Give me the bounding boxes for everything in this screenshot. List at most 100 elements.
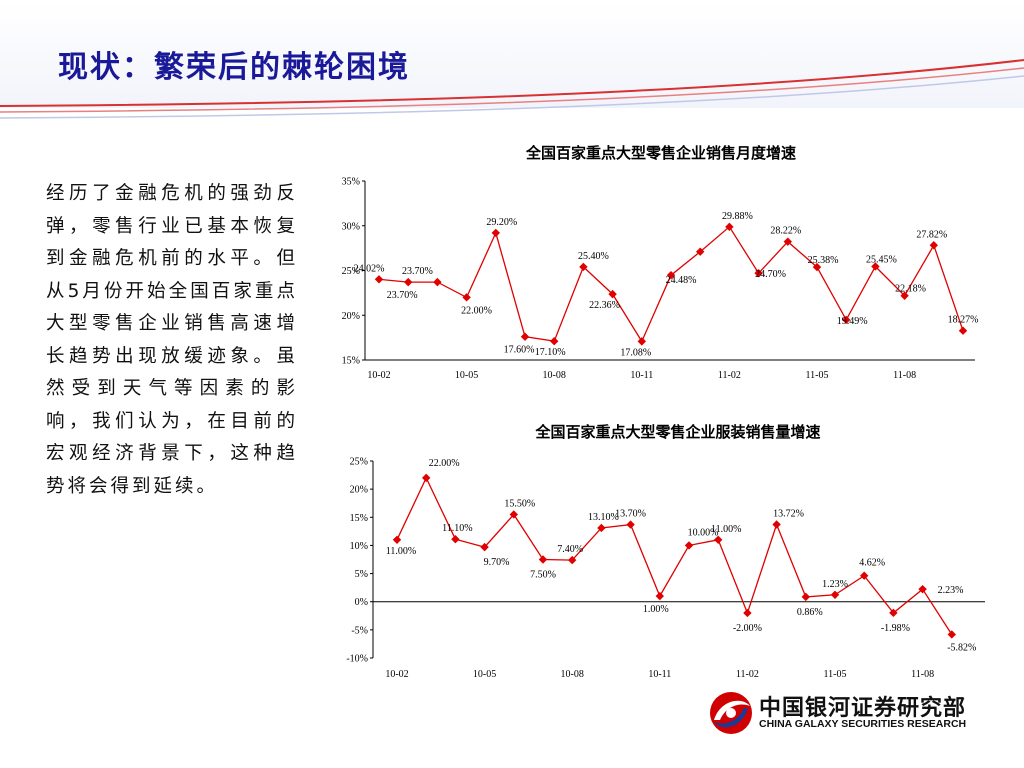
data-label: 11.00% <box>386 546 416 557</box>
x-tick-label: 11-08 <box>911 669 934 680</box>
data-label: 10.00% <box>688 527 719 538</box>
data-label: 18.27% <box>948 315 979 326</box>
data-label: 24.48% <box>666 275 697 286</box>
x-tick-label: 10-05 <box>455 370 478 381</box>
data-label: 13.72% <box>773 508 804 519</box>
data-point <box>871 262 880 271</box>
data-label: 27.82% <box>916 229 947 240</box>
chart-2: 全国百家重点大型零售企业服装销售量增速 -10% -5% 0% 5% 10% 15% 20% 2… <box>346 423 985 680</box>
data-point <box>374 275 384 284</box>
data-label: 22.18% <box>895 284 926 295</box>
data-label: 17.08% <box>620 347 651 358</box>
data-point <box>550 337 559 346</box>
data-point <box>480 542 489 552</box>
data-point <box>801 592 810 602</box>
data-label: 11.10% <box>442 523 472 534</box>
x-tick-label: 10-11 <box>630 370 653 381</box>
data-point <box>626 520 635 529</box>
y-tick-label: 15% <box>350 513 368 524</box>
data-point <box>842 315 851 325</box>
y-tick-label: 10% <box>350 541 368 552</box>
data-label: 22.00% <box>429 458 460 469</box>
data-point <box>568 555 577 565</box>
data-label: 28.22% <box>770 226 801 237</box>
y-tick-label: -10% <box>346 654 368 665</box>
series-line <box>396 476 953 635</box>
data-label: 24.02% <box>354 263 385 274</box>
data-label: 29.20% <box>486 217 517 228</box>
logo-name-en: CHINA GALAXY SECURITIES RESEARCH <box>759 718 967 730</box>
data-point <box>900 291 909 300</box>
data-label: 25.45% <box>866 254 897 265</box>
data-point <box>812 262 822 272</box>
x-tick-label: 11-05 <box>806 370 829 381</box>
data-point <box>538 555 548 564</box>
y-tick-label: 15% <box>342 356 360 367</box>
data-label: -5.82% <box>947 642 976 653</box>
data-label: 0.86% <box>797 607 823 618</box>
x-tick-label: 11-08 <box>893 370 916 381</box>
chart-2-title: 全国百家重点大型零售企业服装销售量增速 <box>534 423 820 441</box>
y-tick-label: 0% <box>355 597 368 608</box>
data-label: -2.00% <box>733 623 762 634</box>
data-label: 25.38% <box>808 255 839 266</box>
data-point <box>714 535 723 544</box>
data-point <box>889 608 898 618</box>
data-label: 7.50% <box>530 570 556 581</box>
data-label: 22.36% <box>589 300 620 311</box>
x-tick-label: 10-11 <box>648 669 671 680</box>
data-point <box>783 237 792 246</box>
data-label: -1.98% <box>881 623 910 634</box>
data-point <box>696 247 705 256</box>
data-label: 9.70% <box>484 557 510 568</box>
data-label: 2.23% <box>938 585 964 596</box>
data-point <box>947 630 956 639</box>
data-point <box>754 268 763 278</box>
data-label: 23.70% <box>402 266 433 277</box>
data-point <box>918 584 927 594</box>
chart-1: 全国百家重点大型零售企业销售月度增速 15% 20% 25% 30% 35% 10-02 10… <box>342 144 979 381</box>
x-tick-label: 10-08 <box>561 669 584 680</box>
y-tick-label: 25% <box>342 266 360 277</box>
slide-header: 现状：繁荣后的棘轮困境 <box>0 0 1024 119</box>
page-title: 现状：繁荣后的棘轮困境 <box>58 50 410 85</box>
data-label: 1.23% <box>822 579 848 590</box>
data-point <box>579 262 588 272</box>
data-point <box>958 326 968 335</box>
data-label: 13.70% <box>615 509 646 520</box>
y-tick-label: 20% <box>350 485 368 496</box>
chart-1-title: 全国百家重点大型零售企业销售月度增速 <box>525 144 796 162</box>
x-tick-label: 11-02 <box>736 669 759 680</box>
y-tick-label: 30% <box>342 221 360 232</box>
company-logo: 中国银河证券研究部 CHINA GALAXY SECURITIES RESEAR… <box>708 688 978 738</box>
data-point <box>597 523 606 533</box>
y-tick-label: 5% <box>355 569 368 580</box>
y-tick-label: 20% <box>342 311 360 322</box>
data-label: 23.70% <box>387 290 418 301</box>
data-point <box>772 520 781 529</box>
data-label: 4.62% <box>859 558 885 569</box>
x-tick-label: 10-02 <box>385 669 408 680</box>
data-label: 17.10% <box>535 347 566 358</box>
x-tick-label: 10-08 <box>543 370 566 381</box>
data-label: 22.00% <box>461 305 492 316</box>
data-label: 19.49% <box>837 316 868 327</box>
data-label: 25.40% <box>578 251 609 262</box>
data-point <box>860 571 869 580</box>
data-point <box>666 270 676 280</box>
galaxy-logo-icon <box>710 692 752 734</box>
data-point <box>929 241 938 250</box>
data-label: 15.50% <box>504 498 535 509</box>
logo-name-cn: 中国银河证券研究部 <box>759 696 967 721</box>
data-point <box>392 535 402 544</box>
x-tick-label: 11-02 <box>718 370 741 381</box>
data-label: 29.88% <box>722 211 753 222</box>
data-point <box>725 222 734 232</box>
data-point <box>743 608 752 618</box>
data-point <box>491 228 500 238</box>
data-point <box>608 289 617 299</box>
data-point <box>462 293 471 302</box>
data-label: 24.70% <box>755 269 786 280</box>
data-point <box>684 541 694 550</box>
